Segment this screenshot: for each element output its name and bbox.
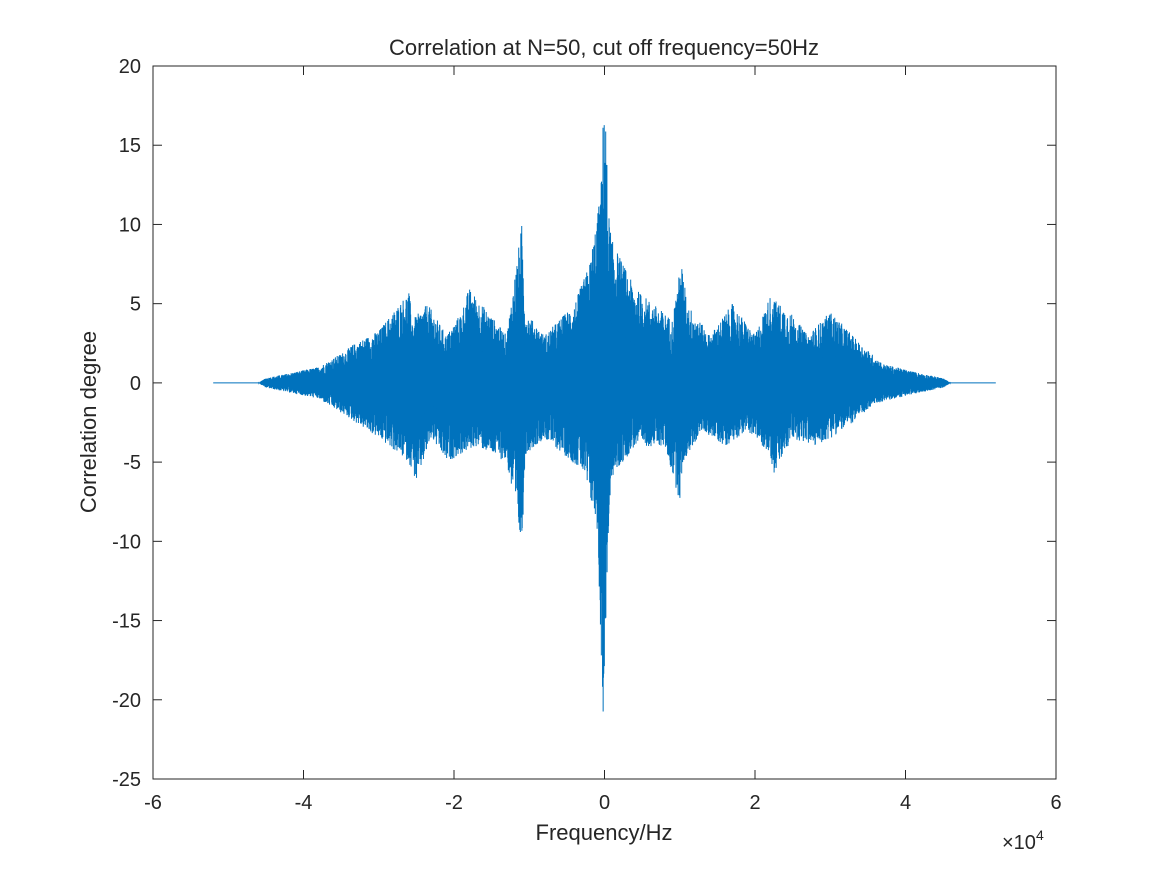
x-tick-label: 6	[1050, 792, 1061, 814]
y-tick-label: -5	[123, 452, 141, 474]
y-tick-label: -10	[112, 531, 141, 553]
x-tick-label: 0	[599, 792, 610, 814]
y-tick-label: 15	[119, 135, 141, 157]
series-group	[213, 125, 996, 712]
y-axis-label: Correlation degree	[76, 331, 101, 513]
x-axis-exponent: ×104	[1002, 827, 1044, 854]
x-axis-exponent-base: ×10	[1002, 832, 1036, 854]
y-tick-label: 0	[130, 373, 141, 395]
y-tick-label: 5	[130, 294, 141, 316]
x-tick-label: -2	[445, 792, 463, 814]
y-tick-label: -15	[112, 611, 141, 633]
x-tick-label: -4	[295, 792, 313, 814]
x-tick-label: 2	[749, 792, 760, 814]
y-tick-label: -20	[112, 690, 141, 712]
series-core-band	[213, 260, 996, 511]
x-axis-label: Frequency/Hz	[536, 820, 673, 845]
chart-title: Correlation at N=50, cut off frequency=5…	[389, 35, 819, 60]
x-axis-exponent-power: 4	[1036, 827, 1044, 843]
x-tick-label: 4	[900, 792, 911, 814]
y-tick-label: -25	[112, 769, 141, 791]
y-tick-label: 20	[119, 56, 141, 78]
y-tick-label: 10	[119, 214, 141, 236]
x-tick-label: -6	[144, 792, 162, 814]
